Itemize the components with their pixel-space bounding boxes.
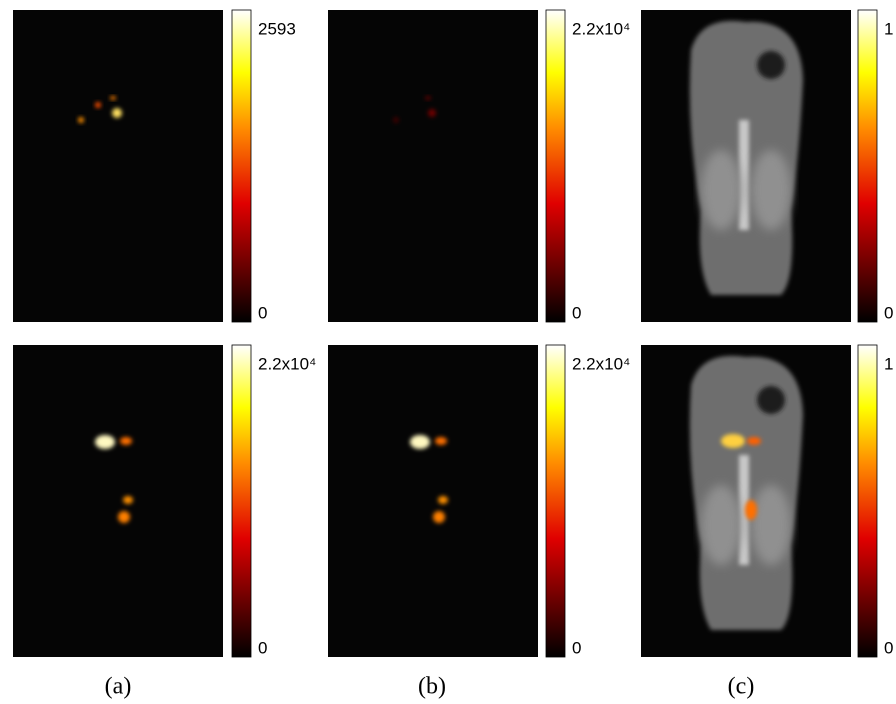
hotspot xyxy=(78,117,84,123)
image-panel xyxy=(13,345,223,657)
colorbar xyxy=(545,9,566,323)
mri-organ xyxy=(701,485,741,565)
colorbar-max-label: 2.2x10⁴ xyxy=(258,354,316,373)
colorbar-min-label: 0 xyxy=(258,638,267,657)
hotspot xyxy=(95,435,115,449)
hotspot xyxy=(123,496,133,504)
colorbar-max-label: 2.2x10⁴ xyxy=(572,19,630,38)
caption: (b) xyxy=(418,674,446,700)
hotspot xyxy=(435,437,447,445)
image-panel xyxy=(328,345,538,657)
hotspot xyxy=(745,500,757,520)
colorbar xyxy=(857,9,878,323)
mri-spine xyxy=(739,455,749,565)
colorbar xyxy=(231,9,252,323)
hotspot xyxy=(747,437,761,445)
hotspot xyxy=(410,435,430,449)
hotspot xyxy=(721,434,745,448)
hotspot xyxy=(438,496,448,504)
colorbar-min-label: 0 xyxy=(884,303,893,322)
mri-dark xyxy=(757,386,785,414)
hotspot xyxy=(110,96,116,100)
colorbar xyxy=(857,344,878,658)
colorbar-max-label: 2.2x10⁴ xyxy=(572,354,630,373)
hotspot xyxy=(120,437,132,445)
image xyxy=(328,10,538,322)
mri-organ xyxy=(751,150,791,230)
hotspot xyxy=(393,117,399,123)
caption: (a) xyxy=(105,674,132,700)
colorbar-max-label: 1 xyxy=(884,19,893,38)
image-panel xyxy=(328,10,538,322)
image-panel xyxy=(641,345,851,657)
hotspot xyxy=(433,511,445,523)
colorbar xyxy=(545,344,566,658)
colorbar-min-label: 0 xyxy=(572,638,581,657)
colorbar-max-label: 1 xyxy=(884,354,893,373)
hotspot xyxy=(112,108,122,118)
hotspot xyxy=(428,109,436,117)
colorbar-min-label: 0 xyxy=(258,303,267,322)
colorbar-min-label: 0 xyxy=(572,303,581,322)
colorbar-max-label: 2593 xyxy=(258,19,296,38)
image xyxy=(13,345,223,657)
image xyxy=(328,345,538,657)
mri-spine xyxy=(739,120,749,230)
mri-organ xyxy=(701,150,741,230)
colorbar xyxy=(231,344,252,658)
caption: (c) xyxy=(728,674,755,700)
hotspot xyxy=(118,511,130,523)
mri-organ xyxy=(751,485,791,565)
hotspot xyxy=(425,96,431,100)
image-panel xyxy=(641,10,851,322)
mri-dark xyxy=(757,51,785,79)
hotspot xyxy=(95,102,101,108)
colorbar-min-label: 0 xyxy=(884,638,893,657)
image-panel xyxy=(13,10,223,322)
image xyxy=(13,10,223,322)
